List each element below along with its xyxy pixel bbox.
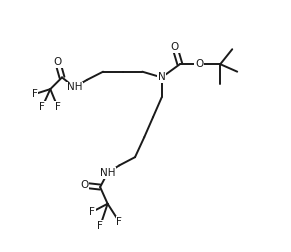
Text: F: F [116,217,122,227]
Text: F: F [32,89,38,99]
Text: O: O [54,57,62,68]
Text: F: F [89,207,95,217]
Text: F: F [55,102,61,112]
Text: O: O [171,43,179,52]
Text: NH: NH [100,168,115,178]
Text: F: F [97,221,103,231]
Text: N: N [158,72,166,82]
Text: F: F [39,102,45,112]
Text: O: O [195,59,203,69]
Text: O: O [80,180,88,190]
Text: NH: NH [67,82,82,92]
